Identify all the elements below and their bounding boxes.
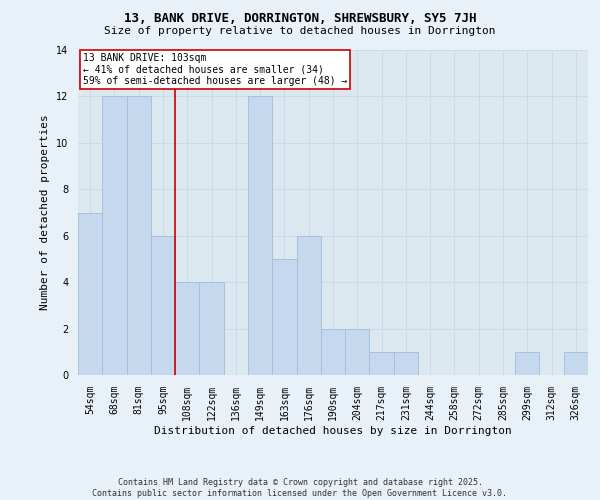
Bar <box>321 328 345 375</box>
X-axis label: Distribution of detached houses by size in Dorrington: Distribution of detached houses by size … <box>154 426 512 436</box>
Bar <box>564 352 588 375</box>
Bar <box>175 282 199 375</box>
Bar <box>78 212 102 375</box>
Text: 13, BANK DRIVE, DORRINGTON, SHREWSBURY, SY5 7JH: 13, BANK DRIVE, DORRINGTON, SHREWSBURY, … <box>124 12 476 26</box>
Bar <box>199 282 224 375</box>
Bar <box>102 96 127 375</box>
Text: Size of property relative to detached houses in Dorrington: Size of property relative to detached ho… <box>104 26 496 36</box>
Bar <box>515 352 539 375</box>
Bar <box>345 328 370 375</box>
Bar <box>151 236 175 375</box>
Y-axis label: Number of detached properties: Number of detached properties <box>40 114 50 310</box>
Bar <box>272 259 296 375</box>
Bar <box>127 96 151 375</box>
Bar <box>296 236 321 375</box>
Bar <box>370 352 394 375</box>
Bar <box>248 96 272 375</box>
Bar <box>394 352 418 375</box>
Text: Contains HM Land Registry data © Crown copyright and database right 2025.
Contai: Contains HM Land Registry data © Crown c… <box>92 478 508 498</box>
Text: 13 BANK DRIVE: 103sqm
← 41% of detached houses are smaller (34)
59% of semi-deta: 13 BANK DRIVE: 103sqm ← 41% of detached … <box>83 53 347 86</box>
